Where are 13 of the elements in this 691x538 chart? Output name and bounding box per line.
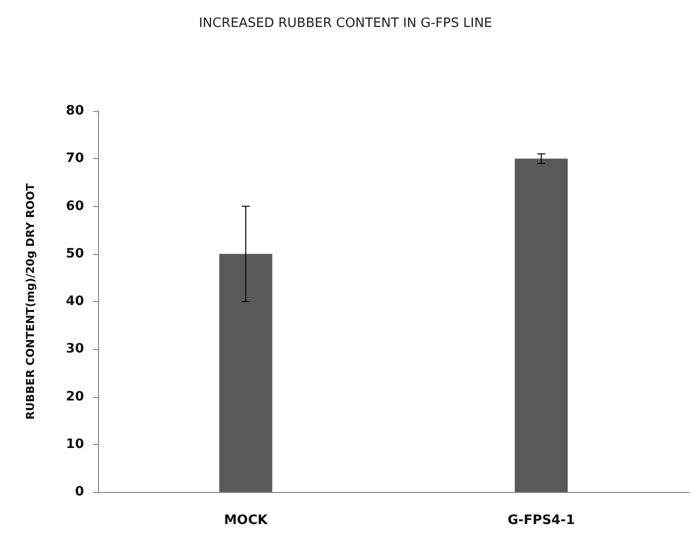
y-tick-label: 20 [66, 389, 84, 404]
y-tick-label: 40 [66, 294, 84, 309]
y-tick-label: 50 [66, 246, 84, 262]
y-tick-label: 60 [66, 198, 84, 214]
chart-title: INCREASED RUBBER CONTENT IN G-FPS LINE [198, 16, 492, 31]
y-tick-label: 80 [66, 104, 84, 118]
x-tick-label: G-FPS4-1 [508, 513, 575, 528]
y-tick-label: 10 [66, 436, 84, 452]
x-tick-label: MOCK [224, 513, 268, 528]
y-tick-label: 0 [74, 484, 84, 500]
y-tick-label: 30 [66, 342, 84, 357]
y-tick-label: 70 [66, 151, 84, 166]
y-axis-title: RUBBER CONTENT(mg)/20g DRY ROOT [24, 182, 37, 420]
